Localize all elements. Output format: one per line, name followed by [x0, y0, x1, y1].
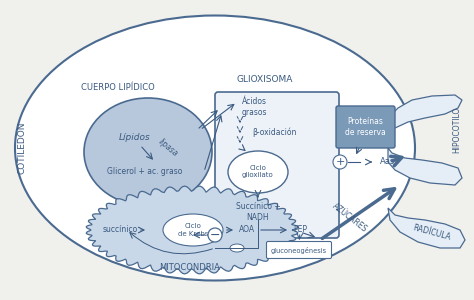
PathPatch shape [388, 208, 465, 248]
Text: Succínico +
NADH: Succínico + NADH [236, 202, 281, 222]
Text: AZÚCARES: AZÚCARES [331, 202, 369, 234]
Text: lipasa: lipasa [156, 137, 180, 159]
Text: gluconeogénesis: gluconeogénesis [271, 247, 327, 254]
Text: Glicerol + ac. graso: Glicerol + ac. graso [107, 167, 182, 176]
Polygon shape [86, 186, 298, 274]
Text: +: + [335, 157, 345, 167]
Text: HIPOCOTILO: HIPOCOTILO [453, 107, 462, 153]
Ellipse shape [84, 98, 212, 206]
PathPatch shape [388, 95, 462, 135]
FancyBboxPatch shape [215, 92, 339, 238]
PathPatch shape [388, 148, 462, 185]
FancyBboxPatch shape [336, 106, 395, 148]
Text: Proteínas
de reserva: Proteínas de reserva [345, 117, 385, 137]
Text: Lípidos: Lípidos [119, 134, 151, 142]
Text: Ciclo
de Krebs: Ciclo de Krebs [178, 224, 208, 236]
Text: RADÍCULA: RADÍCULA [412, 224, 452, 242]
Ellipse shape [163, 214, 223, 246]
Text: CUERPO LIPÍDICO: CUERPO LIPÍDICO [81, 83, 155, 92]
Text: β-oxidación: β-oxidación [252, 127, 296, 137]
Text: PEP: PEP [293, 226, 307, 235]
Text: COTILEDON: COTILEDON [18, 122, 27, 174]
Ellipse shape [230, 244, 244, 252]
Text: succínico: succínico [102, 226, 137, 235]
FancyBboxPatch shape [266, 242, 331, 259]
Text: Ácidos
grasos: Ácidos grasos [242, 97, 267, 117]
Ellipse shape [15, 16, 415, 280]
Text: −: − [210, 229, 220, 242]
Circle shape [208, 228, 222, 242]
Text: Ciclo
glioxilato: Ciclo glioxilato [242, 166, 274, 178]
Text: AOA: AOA [239, 226, 255, 235]
Circle shape [333, 155, 347, 169]
Ellipse shape [228, 151, 288, 193]
Text: Aas: Aas [380, 158, 395, 166]
Text: MITOCONDRIA: MITOCONDRIA [160, 263, 220, 272]
Text: GLIOXISOMA: GLIOXISOMA [237, 76, 293, 85]
